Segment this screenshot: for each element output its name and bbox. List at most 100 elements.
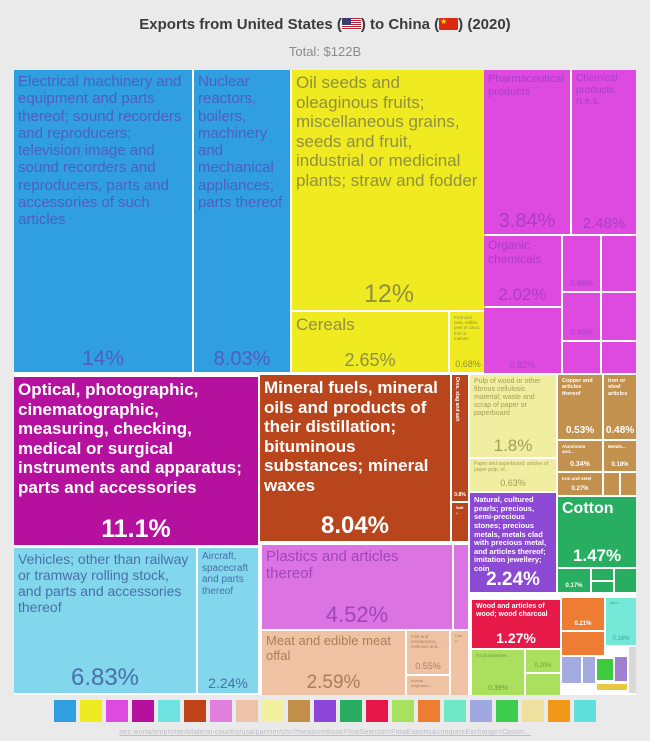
treemap-cell-chemicals-small-d[interactable]: [563, 342, 600, 373]
treemap-cell-iron-steel-articles[interactable]: Iron or steel articles 0.48%: [604, 375, 636, 439]
treemap-cell-aircraft-spacecraft[interactable]: Aircraft, spacecraft and parts thereof 2.…: [198, 548, 258, 693]
cell-percentage: 0.68%: [455, 359, 481, 369]
legend-swatch-transportation-cyan: [158, 700, 180, 722]
treemap-cell-metals-nes[interactable]: Metals... 0.18%: [604, 441, 636, 471]
treemap-cell-textiles-small-d[interactable]: [615, 569, 636, 592]
cell-label: Fruit and nuts, edible; peel of citrus f…: [454, 315, 480, 341]
legend-swatch-textiles-green: [340, 700, 362, 722]
treemap-cell-salt-sulphur[interactable]: Salt;..: [452, 503, 468, 541]
treemap-cell-chemicals-small-a[interactable]: 0.82%: [484, 308, 561, 373]
cell-percentage: 0.39%: [488, 685, 508, 692]
legend-swatch-fruits-orange: [418, 700, 440, 722]
cell-percentage: 0.21%: [574, 621, 592, 627]
legend-swatch-paper-pale-yellow: [262, 700, 284, 722]
cell-label: Cereals: [296, 315, 355, 334]
cell-percentage: 0.16%: [612, 636, 630, 642]
treemap-cell-chemical-products-nes[interactable]: Chemical products n.e.s. 2.48%: [572, 70, 636, 234]
cell-label: Meat and edible meat offal: [266, 633, 392, 663]
cell-percentage: 0.17%: [565, 583, 583, 589]
cell-percentage: 2.24%: [208, 675, 248, 691]
cell-label: Food industries...: [476, 653, 511, 658]
treemap-cell-pharmaceutical-products[interactable]: Pharmaceutical products 3.84%: [484, 70, 570, 234]
cell-percentage: 2.02%: [498, 285, 547, 304]
treemap-cell-organic-chemicals[interactable]: Organic chemicals 2.02%: [484, 236, 561, 306]
treemap-cell-misc-articles[interactable]: Misc... 0.16%: [606, 598, 636, 645]
treemap-cell-foodstuffs-small-a[interactable]: 0.20%: [526, 650, 560, 672]
cell-percentage: 2.48%: [582, 215, 626, 232]
cell-percentage: 11.1%: [101, 515, 171, 543]
treemap-cell-copper-articles[interactable]: Copper and articles thereof 0.53%: [558, 375, 602, 439]
treemap-cell-meat[interactable]: Meat and edible meat offal 2.59%: [262, 631, 405, 695]
treemap-cell-dairy-strip[interactable]: Dairy...: [451, 631, 468, 695]
cell-label: Mineral fuels, mineral oils and products…: [264, 378, 438, 495]
cell-percentage: 6.83%: [70, 664, 140, 691]
treemap-cell-ores-slag-ash[interactable]: Ores, slag and ash 0.8%: [452, 375, 468, 501]
cell-label: Misc...: [610, 600, 622, 605]
treemap-cell-animal-originated[interactable]: Animal originated...: [407, 676, 449, 695]
treemap-cell-cereals[interactable]: Cereals 2.65%: [292, 312, 448, 372]
treemap-cell-oil-seeds[interactable]: Oil seeds and oleaginous fruits; miscell…: [292, 70, 486, 310]
treemap-cell-electrical-machinery[interactable]: Electrical machinery and equipment and p…: [14, 70, 192, 372]
cell-percentage: 0.27%: [571, 486, 589, 492]
legend-swatch-animal-peach: [236, 700, 258, 722]
treemap-cell-rubber-strip[interactable]: [454, 545, 468, 629]
treemap-cell-fish-crustaceans[interactable]: Fish and crustaceans, molluscs and... 0.5…: [407, 631, 449, 674]
cell-percentage: 1.8%: [493, 436, 533, 455]
treemap-cell-textiles-small-c[interactable]: [592, 582, 613, 592]
treemap-cell-plastics[interactable]: Plastics and articles thereof 4.52%: [262, 545, 452, 629]
treemap-cell-chemicals-small-e[interactable]: [602, 236, 636, 291]
treemap-cell-foodstuffs-small-b[interactable]: [526, 674, 560, 695]
cell-label: Oil seeds and oleaginous fruits; miscell…: [296, 73, 478, 190]
cell-label: Iron or steel articles: [608, 378, 628, 397]
title-text-1: Exports from United States (: [139, 16, 342, 33]
cell-percentage: 8.03%: [213, 348, 271, 370]
cell-percentage: 8.04%: [320, 512, 390, 539]
treemap-cell-fruits-veg-small-a[interactable]: 0.21%: [562, 598, 604, 630]
cell-label: Plastics and articles thereof: [266, 548, 399, 583]
cn-flag-icon: [439, 18, 459, 30]
treemap-cell-aluminium-articles[interactable]: Aluminium and... 0.34%: [558, 441, 602, 471]
treemap-cell-textiles-small-a[interactable]: 0.17%: [558, 569, 590, 592]
treemap-cell-chemicals-small-g[interactable]: [602, 342, 636, 373]
treemap-cell-fruits-veg-small-b[interactable]: [562, 632, 604, 655]
treemap-cell-metals-small-a[interactable]: [604, 473, 619, 495]
treemap-cell-metals-small-b[interactable]: [621, 473, 636, 495]
cell-label: Wood and articles of wood; wood charcoal: [476, 603, 548, 619]
treemap-cell-iron-and-steel[interactable]: Iron and steel 0.27%: [558, 473, 602, 495]
cell-percentage: 1.47%: [572, 546, 622, 565]
treemap-cell-mineral-fuels[interactable]: Mineral fuels, mineral oils and products…: [260, 375, 450, 541]
cell-label: Aircraft, spacecraft and parts thereof: [202, 551, 249, 597]
cell-percentage: 0.20%: [534, 663, 552, 669]
cell-label: Ores, slag and ash: [453, 377, 460, 422]
cell-label: Vehicles; other than railway or tramway …: [18, 551, 189, 616]
treemap-cell-vehicles[interactable]: Vehicles; other than railway or tramway …: [14, 548, 196, 693]
treemap-cell-chemicals-small-f[interactable]: [602, 293, 636, 340]
legend-swatch-plastics-orchid: [210, 700, 232, 722]
cell-percentage: 0.53%: [565, 425, 595, 436]
treemap-cell-chemicals-small-c[interactable]: 0.46%: [563, 293, 600, 340]
treemap-cell-cotton[interactable]: Cotton 1.47%: [558, 497, 636, 567]
treemap-cell-instruments-small-b[interactable]: [583, 657, 595, 683]
treemap-cell-optical-instruments[interactable]: Optical, photographic, cinematographic, …: [14, 377, 258, 545]
treemap-cell-nuclear-reactors-machinery[interactable]: Nuclear reactors, boilers, machinery and…: [194, 70, 290, 372]
treemap-cell-green-small[interactable]: [597, 659, 613, 680]
treemap-cell-purple-small[interactable]: [615, 657, 627, 681]
source-url-link[interactable]: oec.world/en/profile/bilateral-country/u…: [119, 729, 531, 736]
title-text-2: ) to China (: [360, 16, 440, 33]
treemap-cell-fruit-and-nuts[interactable]: Fruit and nuts, edible; peel of citrus f…: [450, 312, 486, 372]
treemap-cell-chemicals-small-b[interactable]: 0.66%: [563, 236, 600, 291]
treemap-cell-yellow-strip-small[interactable]: [597, 684, 627, 690]
legend-swatch-chemicals-magenta: [106, 700, 128, 722]
treemap-cell-instruments-small-a[interactable]: [562, 657, 581, 683]
treemap-cell-textiles-small-b[interactable]: [592, 569, 613, 580]
legend-swatch-mineral-rust: [184, 700, 206, 722]
treemap-cell-paper-and-paperboard[interactable]: Paper and paperboard; articles of paper …: [470, 459, 556, 491]
treemap-cell-unspecified-gray[interactable]: [629, 647, 636, 693]
treemap-cell-pulp-of-wood[interactable]: Pulp of wood or other fibrous cellulosic…: [470, 375, 556, 457]
legend-swatch-weapons-bright-green: [496, 700, 518, 722]
treemap-cell-pearls-precious-metals[interactable]: Natural, cultured pearls; precious, semi…: [470, 493, 556, 592]
treemap-cell-food-industries-residues[interactable]: Food industries... 0.39%: [472, 650, 524, 695]
treemap-cell-wood-articles[interactable]: Wood and articles of wood; wood charcoal…: [472, 600, 560, 648]
cell-percentage: 0.34%: [570, 461, 590, 468]
title-text-3: ) (2020): [458, 16, 511, 33]
